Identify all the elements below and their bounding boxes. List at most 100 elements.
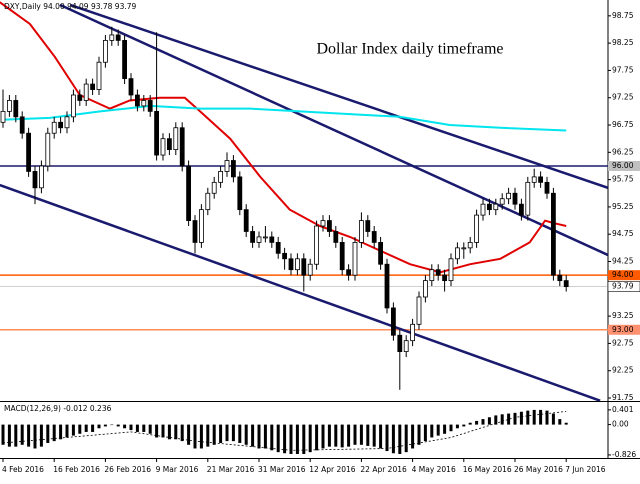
candle-body: [442, 274, 448, 282]
x-tick-label: 31 Mar 2016: [258, 465, 306, 474]
candle-body: [435, 269, 441, 276]
candle-body: [7, 100, 12, 112]
candle-body: [122, 40, 127, 80]
candle-body: [147, 100, 153, 112]
y-tick-label: 92.75: [612, 338, 634, 347]
macd-bar: [539, 409, 543, 425]
candle-body: [416, 296, 422, 325]
macd-bar: [327, 424, 331, 447]
candle-body: [250, 231, 256, 243]
level-label: 93.79: [612, 282, 634, 291]
macd-signal: [2, 411, 567, 451]
macd-bar: [39, 424, 43, 447]
macd-bar: [59, 424, 63, 440]
candle-body: [77, 94, 83, 101]
candle-body: [320, 220, 326, 227]
candle-body: [19, 116, 25, 134]
macd-bar: [564, 422, 568, 425]
x-tick-label: 9 Mar 2016: [156, 465, 199, 474]
x-tick-label: 7 Jun 2016: [565, 465, 606, 474]
level-label-bg: [607, 281, 640, 292]
moving-average: [0, 1, 567, 274]
moving-average: [4, 104, 567, 132]
candle-body: [519, 203, 524, 216]
macd-bar: [46, 424, 50, 443]
macd-tick-label: 0.00: [612, 420, 629, 429]
macd-bar: [526, 410, 530, 425]
macd-bar: [494, 415, 498, 425]
x-tick-label: 22 Apr 2016: [360, 465, 407, 474]
macd-bar: [513, 412, 517, 425]
candle-body: [83, 83, 89, 101]
candle-body: [166, 138, 172, 150]
macd-bar: [91, 424, 95, 432]
candle-body: [551, 192, 556, 276]
y-tick-label: 97.25: [612, 93, 634, 102]
candle-body: [531, 176, 537, 183]
candle-body: [275, 242, 281, 254]
candle-body: [173, 127, 179, 150]
candle-body: [192, 220, 198, 243]
x-tick-label: 4 Feb 2016: [2, 465, 44, 474]
candle-body: [103, 40, 108, 63]
macd-bar: [455, 424, 459, 429]
macd-bar: [1, 424, 5, 445]
candle-body: [557, 274, 563, 282]
level-label: 94.00: [612, 270, 634, 279]
macd-bar: [436, 424, 440, 436]
y-tick-label: 91.75: [612, 393, 634, 402]
candle-body: [454, 247, 460, 260]
candle-body: [13, 100, 19, 118]
macd-bar: [257, 424, 261, 449]
macd-bar: [71, 424, 75, 436]
macd-bar: [519, 411, 523, 425]
macd-bar: [545, 410, 549, 425]
candle-body: [179, 127, 185, 167]
macd-bar: [295, 424, 299, 454]
macd-bar: [65, 424, 69, 438]
y-tick-label: 96.75: [612, 120, 634, 129]
candle-body: [346, 269, 352, 276]
macd-bar: [391, 424, 395, 454]
candle-body: [403, 340, 409, 352]
candle-body: [58, 121, 63, 129]
macd-bar: [315, 424, 319, 451]
y-tick-label: 92.25: [612, 366, 634, 375]
candle-body: [544, 181, 550, 194]
macd-bar: [167, 424, 171, 440]
macd-bar: [263, 424, 267, 449]
level-label-bg: [608, 270, 640, 281]
macd-bar: [385, 424, 389, 452]
macd-bar: [33, 424, 37, 449]
candle-body: [538, 176, 543, 183]
candle-body: [378, 242, 384, 265]
trendline: [59, 3, 608, 257]
y-tick-label: 98.25: [612, 38, 634, 47]
macd-bar: [180, 424, 184, 442]
macd-bar: [103, 424, 107, 427]
macd-bar: [270, 424, 274, 451]
candle-body: [198, 209, 204, 243]
macd-bar: [129, 424, 133, 431]
macd-bar: [462, 424, 466, 427]
x-tick-label: 4 May 2016: [412, 465, 456, 474]
candle-body: [314, 225, 320, 265]
candle-body: [301, 258, 307, 276]
candle-body: [307, 263, 313, 276]
candle-body: [230, 160, 236, 178]
macd-bar: [251, 424, 255, 447]
y-tick-label: 97.75: [612, 65, 634, 74]
candle-body: [467, 242, 473, 249]
macd-bar: [487, 417, 491, 425]
candle-body: [397, 334, 403, 352]
macd-bar: [276, 424, 280, 453]
macd-bar: [398, 424, 402, 454]
candle-body: [64, 116, 70, 129]
candle-body: [563, 280, 569, 288]
candle-body: [288, 258, 294, 271]
macd-bar: [302, 424, 306, 454]
macd-bar: [97, 424, 101, 429]
candle-body: [109, 34, 115, 41]
candle-body: [96, 61, 102, 90]
